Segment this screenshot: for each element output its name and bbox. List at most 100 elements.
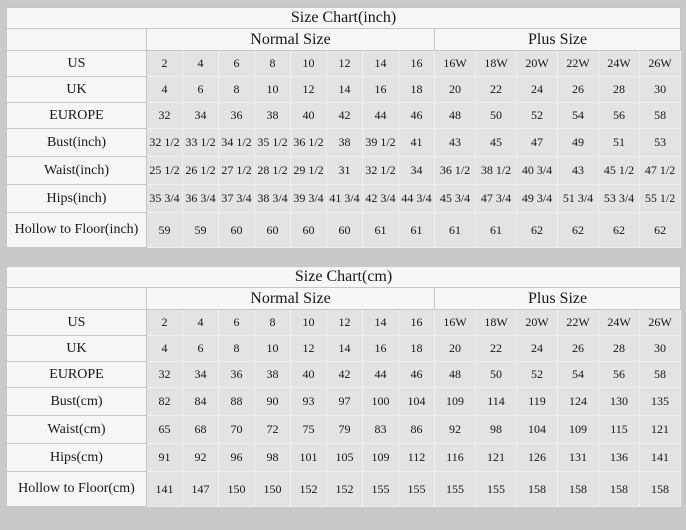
size-value-cell: 46 (398, 361, 435, 388)
size-value-cell: 109 (557, 415, 599, 444)
size-value-cell: 68 (182, 415, 219, 444)
table-row: Hollow to Floor(cm) 141 147 150 150 152 152 155… (6, 471, 682, 507)
size-value-cell: 104 (398, 387, 435, 416)
size-value-cell: 26 (557, 335, 599, 362)
size-value-cell: 45 3/4 (434, 184, 476, 213)
size-value-cell: 47 1/2 (638, 156, 682, 185)
size-value-cell: 121 (638, 415, 682, 444)
size-value-cell: 53 3/4 (598, 184, 640, 213)
size-value-cell: 14 (326, 76, 363, 103)
size-value-cell: 24W (598, 309, 640, 336)
size-value-cell: 14 (362, 50, 399, 77)
size-value-cell: 12 (326, 309, 363, 336)
table-row: UK 4 6 8 10 12 14 16 18 20 22 24 26 28 30 (6, 335, 682, 362)
row-label: US (6, 309, 147, 336)
size-value-cell: 4 (182, 309, 219, 336)
size-value-cell: 155 (398, 471, 435, 507)
size-value-cell: 44 (362, 361, 399, 388)
size-value-cell: 158 (638, 471, 682, 507)
size-value-cell: 30 (638, 335, 682, 362)
size-value-cell: 36 (218, 361, 255, 388)
size-value-cell: 90 (254, 387, 291, 416)
size-value-cell: 35 3/4 (146, 184, 183, 213)
table-title: Size Chart(inch) (5, 7, 682, 29)
size-value-cell: 22W (557, 50, 599, 77)
size-value-cell: 47 3/4 (475, 184, 517, 213)
size-value-cell: 32 1/2 (146, 128, 183, 157)
corner-cell (6, 28, 147, 51)
size-value-cell: 60 (326, 212, 363, 248)
size-value-cell: 100 (362, 387, 399, 416)
size-value-cell: 26W (638, 50, 682, 77)
size-value-cell: 45 1/2 (598, 156, 640, 185)
row-label: Waist(inch) (6, 156, 147, 185)
row-label: Bust(inch) (6, 128, 147, 157)
size-value-cell: 62 (598, 212, 640, 248)
size-value-cell: 40 (290, 361, 327, 388)
row-label: Hips(cm) (6, 443, 147, 472)
row-label: Hips(inch) (6, 184, 147, 213)
size-value-cell: 48 (434, 361, 476, 388)
size-value-cell: 10 (290, 50, 327, 77)
size-value-cell: 2 (146, 309, 183, 336)
size-value-cell: 116 (434, 443, 476, 472)
size-value-cell: 88 (218, 387, 255, 416)
size-value-cell: 119 (516, 387, 558, 416)
size-value-cell: 91 (146, 443, 183, 472)
size-value-cell: 32 (146, 102, 183, 129)
size-value-cell: 112 (398, 443, 435, 472)
size-value-cell: 124 (557, 387, 599, 416)
row-label: US (6, 50, 147, 77)
size-value-cell: 36 1/2 (434, 156, 476, 185)
row-label: Hollow to Floor(inch) (6, 212, 147, 248)
size-value-cell: 52 (516, 102, 558, 129)
size-value-cell: 59 (146, 212, 183, 248)
size-value-cell: 32 (146, 361, 183, 388)
size-value-cell: 12 (326, 50, 363, 77)
size-value-cell: 24 (516, 76, 558, 103)
size-value-cell: 43 (434, 128, 476, 157)
size-value-cell: 16 (362, 76, 399, 103)
size-value-cell: 20W (516, 309, 558, 336)
size-value-cell: 84 (182, 387, 219, 416)
size-value-cell: 22 (475, 335, 517, 362)
size-value-cell: 150 (218, 471, 255, 507)
table-row: Hips(inch) 35 3/4 36 3/4 37 3/4 38 3/4 39 3/4… (6, 184, 682, 213)
size-value-cell: 26W (638, 309, 682, 336)
size-value-cell: 6 (182, 76, 219, 103)
size-value-cell: 44 (362, 102, 399, 129)
size-value-cell: 61 (434, 212, 476, 248)
size-value-cell: 49 (557, 128, 599, 157)
row-label: UK (6, 335, 147, 362)
size-value-cell: 70 (218, 415, 255, 444)
size-value-cell: 27 1/2 (218, 156, 255, 185)
size-value-cell: 86 (398, 415, 435, 444)
size-value-cell: 8 (218, 335, 255, 362)
size-value-cell: 61 (398, 212, 435, 248)
size-value-cell: 16W (434, 309, 476, 336)
table-row: Hollow to Floor(inch) 59 59 60 60 60 60 61 61 61 6… (6, 212, 682, 248)
size-value-cell: 61 (362, 212, 399, 248)
size-value-cell: 60 (290, 212, 327, 248)
size-value-cell: 38 (254, 361, 291, 388)
size-value-cell: 30 (638, 76, 682, 103)
size-value-cell: 126 (516, 443, 558, 472)
size-value-cell: 45 (475, 128, 517, 157)
size-value-cell: 12 (290, 76, 327, 103)
table-title: Size Chart(cm) (5, 266, 682, 288)
size-value-cell: 22W (557, 309, 599, 336)
size-value-cell: 28 (598, 76, 640, 103)
size-value-cell: 38 (326, 128, 363, 157)
size-value-cell: 60 (254, 212, 291, 248)
size-value-cell: 48 (434, 102, 476, 129)
size-value-cell: 115 (598, 415, 640, 444)
size-value-cell: 62 (516, 212, 558, 248)
size-value-cell: 40 (290, 102, 327, 129)
size-chart-inch-table: Size Chart(inch) Normal Size Plus Size US 2 4… (5, 7, 682, 248)
size-value-cell: 61 (475, 212, 517, 248)
size-value-cell: 72 (254, 415, 291, 444)
size-value-cell: 158 (516, 471, 558, 507)
row-label: Bust(cm) (6, 387, 147, 416)
size-value-cell: 47 (516, 128, 558, 157)
size-value-cell: 65 (146, 415, 183, 444)
